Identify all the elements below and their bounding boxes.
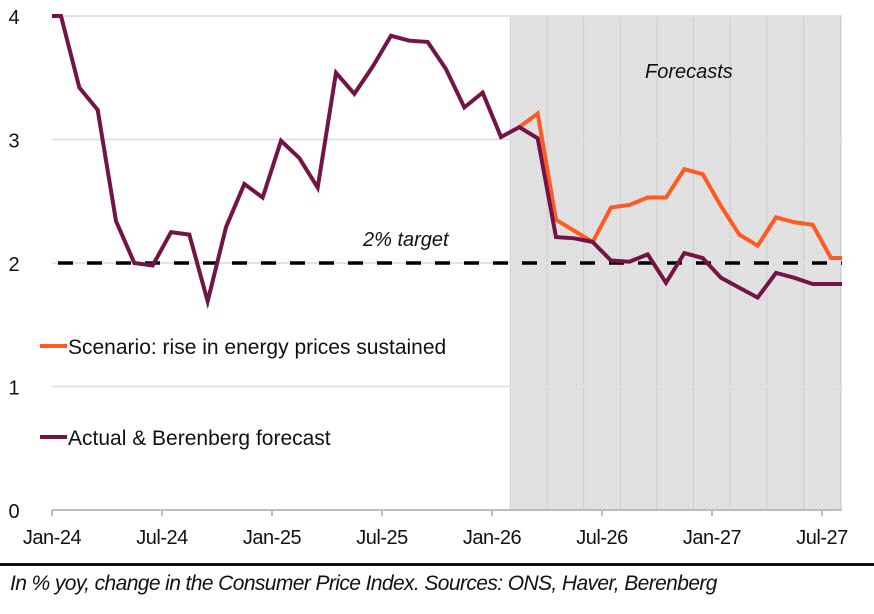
legend: Scenario: rise in energy prices sustaine… [40, 336, 446, 450]
chart-caption: In % yoy, change in the Consumer Price I… [10, 572, 717, 595]
y-tick-label: 1 [8, 378, 19, 400]
forecasts-annotation: Forecasts [645, 61, 733, 83]
x-tick-label: Jul-25 [356, 527, 408, 549]
series-line-scenario [518, 110, 842, 261]
caption-divider [0, 563, 874, 566]
x-tick-label: Jul-24 [136, 527, 188, 549]
legend-label-scenario: Scenario: rise in energy prices sustaine… [68, 336, 446, 359]
y-tick-label: 0 [8, 501, 19, 523]
y-tick-label: 4 [8, 7, 19, 29]
x-tick-label: Jan-27 [683, 527, 742, 549]
y-tick-label: 2 [8, 254, 19, 276]
legend-label-actual: Actual & Berenberg forecast [68, 427, 331, 450]
x-tick-label: Jan-26 [463, 527, 522, 549]
series-line-actual [52, 14, 842, 310]
y-tick-label: 3 [8, 131, 19, 153]
x-tick-label: Jan-25 [243, 527, 302, 549]
x-tick-label: Jul-27 [796, 527, 848, 549]
x-tick-label: Jan-24 [23, 527, 82, 549]
target-annotation: 2% target [362, 229, 450, 251]
cpi-line-chart: 0 1 2 3 4 Jan-24 Jul-24 Jan-25 Jul-25 Jan-26 Jul-… [8, 7, 848, 549]
x-tick-label: Jul-26 [576, 527, 628, 549]
